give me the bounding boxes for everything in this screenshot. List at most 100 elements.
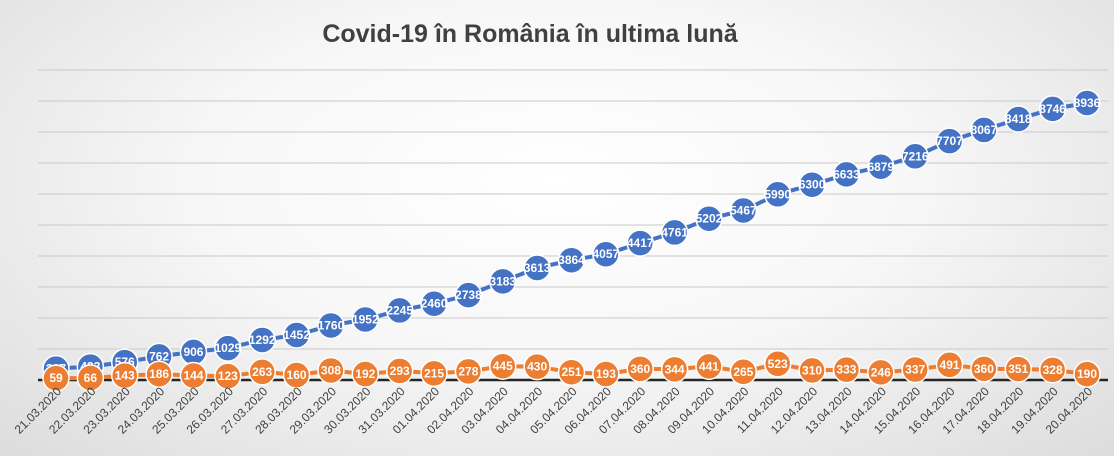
data-label: 293	[390, 364, 410, 378]
data-point	[523, 352, 551, 381]
data-point	[901, 142, 929, 171]
data-label: 5990	[764, 187, 791, 201]
data-point	[317, 356, 345, 385]
series-2: 59 66 143 186 144 123 263 160 308 192 293 215 278 445…	[42, 350, 1101, 392]
data-label: 144	[183, 369, 203, 383]
data-label: 8746	[1039, 102, 1066, 116]
data-label: 265	[733, 365, 753, 379]
data-point	[489, 267, 517, 296]
data-label: 6879	[867, 160, 894, 174]
data-point	[557, 246, 586, 274]
data-label: 6300	[799, 178, 826, 192]
data-point	[420, 289, 448, 318]
data-label: 1452	[283, 328, 310, 342]
data-label: 5467	[730, 204, 757, 218]
data-label: 4417	[627, 236, 654, 250]
data-point	[901, 355, 929, 384]
data-label: 1029	[214, 341, 241, 355]
data-point	[970, 355, 998, 383]
data-point	[1073, 360, 1101, 388]
data-label: 5202	[696, 212, 723, 226]
data-label: 308	[321, 363, 341, 377]
gridlines	[38, 69, 1108, 350]
data-point	[110, 361, 139, 390]
data-label: 1760	[318, 318, 345, 332]
data-label: 192	[355, 367, 375, 381]
data-point	[695, 352, 723, 381]
x-tick-labels: 21.03.202022.03.202023.03.202024.03.2020…	[12, 384, 1096, 437]
data-point	[214, 334, 242, 362]
data-label: 310	[802, 363, 822, 377]
data-label: 491	[940, 358, 960, 372]
data-point	[282, 361, 311, 389]
data-point	[729, 196, 758, 225]
data-label: 193	[596, 367, 616, 381]
data-label: 351	[1008, 362, 1028, 376]
data-label: 2460	[421, 297, 448, 311]
data-label: 8418	[1005, 112, 1032, 126]
data-point	[832, 355, 861, 384]
data-label: 7216	[902, 149, 929, 163]
data-point	[420, 359, 448, 388]
data-label: 123	[218, 369, 238, 383]
data-label: 8936	[1074, 96, 1101, 110]
data-point	[1073, 89, 1101, 117]
data-point	[557, 358, 586, 386]
data-label: 3613	[524, 261, 551, 275]
data-label: 8067	[971, 123, 998, 137]
data-point	[592, 360, 620, 388]
data-point	[763, 180, 792, 209]
series-layer: 3674335767629061029129214521760195222452…	[42, 89, 1101, 392]
data-point	[1004, 105, 1033, 133]
data-label: 278	[458, 364, 478, 378]
data-point	[454, 281, 483, 309]
chart-title: Covid-19 în România în ultima lună	[322, 20, 738, 48]
data-point	[798, 170, 826, 199]
data-point	[935, 127, 964, 155]
data-point	[1038, 95, 1067, 123]
data-point	[1038, 356, 1067, 384]
data-point	[385, 296, 414, 325]
data-point	[248, 326, 276, 354]
data-point	[660, 218, 689, 247]
data-label: 263	[252, 365, 272, 379]
data-point	[248, 358, 276, 386]
data-label: 160	[287, 368, 307, 382]
data-label: 344	[665, 362, 685, 376]
data-point	[660, 355, 689, 384]
data-point	[351, 305, 380, 334]
data-point	[454, 357, 483, 386]
data-point	[282, 321, 311, 349]
data-label: 337	[905, 363, 925, 377]
data-label: 2245	[386, 303, 413, 317]
data-label: 333	[836, 363, 856, 377]
data-point	[385, 357, 414, 385]
data-point	[867, 358, 895, 387]
data-point	[489, 352, 517, 380]
data-label: 328	[1043, 363, 1063, 377]
data-point	[695, 204, 723, 233]
data-point	[76, 364, 105, 392]
data-point	[592, 240, 620, 268]
data-label: 251	[561, 365, 581, 379]
data-label: 360	[974, 362, 994, 376]
data-point	[42, 364, 70, 392]
data-point	[179, 361, 208, 390]
data-label: 143	[115, 369, 135, 383]
data-point	[523, 254, 551, 282]
data-point	[729, 358, 758, 386]
data-label: 3183	[489, 274, 516, 288]
data-label: 1292	[249, 333, 276, 347]
data-label: 4057	[593, 247, 620, 261]
data-label: 246	[871, 365, 891, 379]
data-point	[798, 356, 826, 385]
data-point	[1004, 355, 1033, 383]
data-label: 59	[49, 371, 63, 385]
data-label: 186	[149, 367, 169, 381]
data-label: 441	[699, 359, 719, 373]
data-label: 7707	[936, 134, 963, 148]
data-label: 215	[424, 366, 444, 380]
data-label: 523	[768, 357, 788, 371]
data-label: 190	[1077, 367, 1097, 381]
